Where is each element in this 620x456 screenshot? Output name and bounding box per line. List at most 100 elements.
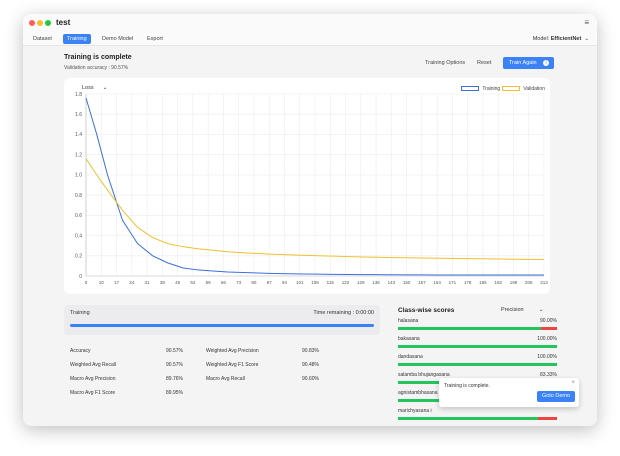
metric-value: 90.60% — [302, 376, 319, 382]
legend-validation: Validation — [502, 86, 545, 92]
tab-training[interactable]: Training — [63, 34, 91, 44]
x-tick-label: 185 — [479, 280, 487, 285]
x-tick-label: 17 — [114, 280, 120, 285]
x-tick-label: 10 — [99, 280, 105, 285]
title-bar: test ≡ — [23, 14, 597, 32]
metric-value: 90.48% — [302, 362, 319, 368]
class-score-bar — [398, 417, 557, 420]
info-icon: i — [543, 60, 549, 66]
validation-accuracy: Validation accuracy : 90.57% — [64, 65, 129, 71]
y-tick-label: 0.8 — [75, 193, 82, 199]
class-score-fill — [398, 345, 557, 348]
chevron-down-icon: ⌄ — [582, 36, 589, 42]
x-tick-label: 192 — [494, 280, 502, 285]
progress-fill — [70, 324, 374, 327]
model-value: EfficientNet — [550, 36, 582, 42]
legend-training: Training — [461, 86, 500, 92]
x-tick-label: 73 — [236, 280, 242, 285]
close-icon[interactable]: × — [571, 380, 575, 386]
y-tick-label: 1.2 — [75, 152, 82, 158]
class-metric-select[interactable]: Precision ⌄ — [501, 307, 544, 313]
class-scores-list[interactable]: halasana 90.00% bakasana 100.00% dandasana 10… — [398, 317, 557, 426]
metric-label: Macro Avg Recall — [206, 376, 245, 382]
x-tick-label: 66 — [221, 280, 227, 285]
model-label: Model: — [532, 36, 550, 42]
status-title: Training is complete — [64, 54, 132, 61]
x-tick-label: 101 — [296, 280, 304, 285]
chevron-down-icon: ⌄ — [525, 307, 544, 313]
x-tick-label: 136 — [372, 280, 380, 285]
x-tick-label: 45 — [175, 280, 181, 285]
train-again-label: Train Again — [509, 60, 537, 66]
metric-label: Weighted Avg Precision — [206, 348, 259, 354]
toast-notification: Training is complete. × Goto Demo — [439, 378, 579, 407]
x-tick-label: 38 — [160, 280, 166, 285]
y-tick-label: 1.8 — [75, 92, 82, 98]
x-tick-label: 157 — [418, 280, 426, 285]
class-name: agnistambhasana — [398, 390, 438, 396]
x-tick-label: 150 — [403, 280, 411, 285]
minimize-window-button[interactable] — [37, 20, 43, 26]
class-score-bar — [398, 363, 557, 366]
class-score-row: marichyasana i — [398, 407, 557, 425]
x-tick-label: 59 — [206, 280, 212, 285]
x-tick-label: 213 — [540, 280, 548, 285]
class-score-value: 90.00% — [540, 318, 557, 324]
class-scores-title: Class-wise scores — [398, 307, 455, 314]
class-name: dandasana — [398, 354, 423, 360]
class-score-bar — [398, 327, 557, 330]
chevron-down-icon: ⌄ — [95, 85, 108, 91]
y-tick-label: 1.0 — [75, 173, 82, 179]
tab-demo-model[interactable]: Demo Model — [102, 36, 134, 42]
x-tick-label: 24 — [129, 280, 135, 285]
toast-message: Training is complete. — [444, 383, 490, 389]
x-tick-label: 129 — [357, 280, 365, 285]
y-tick-label: 0 — [79, 274, 82, 280]
goto-demo-button[interactable]: Goto Demo — [537, 391, 575, 402]
progress-label: Training — [70, 310, 90, 316]
x-tick-label: 31 — [145, 280, 151, 285]
close-window-button[interactable] — [29, 20, 35, 26]
app-title: test — [56, 18, 71, 27]
metric-label: Macro Avg F1 Score — [70, 390, 116, 396]
x-tick-label: 171 — [449, 280, 457, 285]
metric-value: 90.57% — [166, 362, 183, 368]
series-line-validation — [85, 158, 545, 261]
x-tick-label: 164 — [433, 280, 441, 285]
legend-swatch-validation — [502, 86, 520, 92]
x-tick-label: 178 — [464, 280, 472, 285]
legend-label-validation: Validation — [523, 86, 545, 92]
class-name: salamba bhujangasana — [398, 372, 450, 378]
chart-metric-select[interactable]: Loss ⌄ — [82, 85, 107, 91]
training-options-button[interactable]: Training Options — [425, 60, 466, 66]
metric-value: 89.76% — [166, 376, 183, 382]
hamburger-icon[interactable]: ≡ — [584, 18, 589, 27]
x-tick-label: 108 — [311, 280, 319, 285]
loss-chart: 0 0.2 0.4 0.6 0.8 1.0 1.2 1.4 1.6 1.8 0 10 17 24 31 38 4… — [75, 92, 548, 285]
class-metric-value: Precision — [501, 307, 524, 313]
class-score-row: bakasana 100.00% — [398, 335, 557, 353]
metric-value: 90.57% — [166, 348, 183, 354]
y-tick-label: 0.6 — [75, 213, 82, 219]
class-name: marichyasana i — [398, 408, 432, 414]
class-score-value: 100.00% — [537, 354, 557, 360]
time-remaining: Time remaining : 0:00:00 — [313, 310, 374, 316]
class-score-bar — [398, 345, 557, 348]
metric-label: Weighted Avg F1 Score — [206, 362, 259, 368]
model-select[interactable]: Model: EfficientNet ⌄ — [533, 34, 589, 44]
class-score-row: halasana 90.00% — [398, 317, 557, 335]
tab-export[interactable]: Export — [147, 36, 163, 42]
train-again-button[interactable]: Train Again i — [503, 57, 554, 69]
x-tick-label: 87 — [267, 280, 273, 285]
metric-value: 90.83% — [302, 348, 319, 354]
y-tick-label: 1.6 — [75, 112, 82, 118]
class-score-row: dandasana 100.00% — [398, 353, 557, 371]
metric-label: Macro Avg Precision — [70, 376, 116, 382]
maximize-window-button[interactable] — [45, 20, 51, 26]
tab-dataset[interactable]: Dataset — [33, 36, 52, 42]
class-name: bakasana — [398, 336, 420, 342]
y-tick-label: 0.4 — [75, 233, 82, 239]
training-progress-card: Training Time remaining : 0:00:00 — [64, 305, 380, 335]
loss-chart-card: Loss ⌄ Training Validation 0 0.2 0.4 0.6 0.8… — [64, 78, 550, 294]
reset-button[interactable]: Reset — [477, 60, 492, 66]
